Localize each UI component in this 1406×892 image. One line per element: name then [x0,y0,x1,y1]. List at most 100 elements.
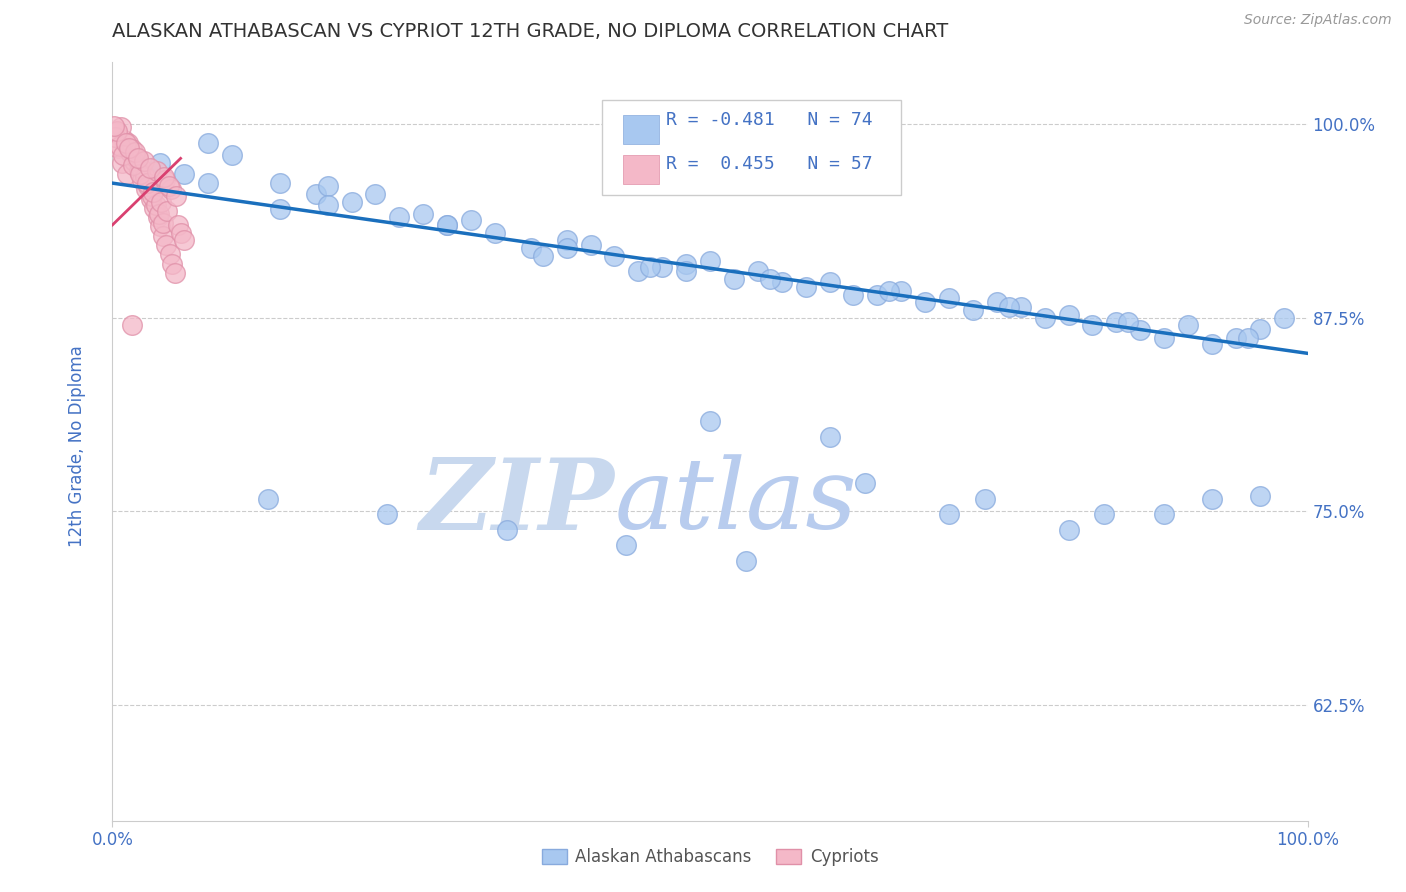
Point [141,188,163,202]
Point [105,125,128,139]
Point [110,120,132,135]
Point [143,201,166,215]
Point [555,241,578,255]
Point [145,198,167,212]
Point [855,476,877,491]
Point [305,186,328,201]
Point [122,154,145,169]
Point [842,287,865,301]
Point [165,188,187,202]
Point [794,280,817,294]
Point [436,218,458,232]
Point [167,218,190,232]
Point [149,219,172,234]
Point [162,257,183,271]
Point [616,538,638,552]
Point [1153,508,1175,522]
Point [118,140,141,154]
Point [364,186,387,201]
Point [1081,318,1104,333]
Point [866,287,889,301]
Point [163,266,186,280]
Point [159,247,181,261]
Point [974,491,997,506]
Point [938,508,960,522]
Point [197,136,219,150]
Point [139,192,162,206]
Point [269,202,291,217]
Point [377,508,399,522]
Point [531,249,554,263]
Point [388,210,411,224]
Point [890,285,912,299]
Point [914,295,936,310]
Point [148,207,170,221]
Point [145,163,167,178]
Point [153,169,176,184]
Point [129,167,152,181]
Point [1129,323,1152,337]
Point [105,123,128,137]
Point [173,167,195,181]
Point [818,275,841,289]
Point [120,145,142,160]
Point [257,491,280,506]
Point [579,238,602,252]
Point [1094,508,1116,522]
Point [138,161,160,175]
Point [1057,523,1080,537]
Point [412,207,434,221]
Point [723,272,745,286]
Point [157,179,180,194]
Point [125,152,148,166]
Text: Source: ZipAtlas.com: Source: ZipAtlas.com [1244,13,1392,28]
Point [124,145,146,160]
Point [818,430,841,444]
Point [316,179,339,194]
Point [675,257,697,271]
Point [152,228,174,243]
Point [107,140,129,154]
Point [496,523,519,537]
Point [173,233,195,247]
Point [131,173,153,187]
Point [134,169,156,184]
Point [138,179,160,194]
Point [128,163,150,178]
Point [699,253,721,268]
Point [627,264,650,278]
Point [986,295,1008,310]
Point [555,233,578,247]
Text: ALASKAN ATHABASCAN VS CYPRIOT 12TH GRADE, NO DIPLOMA CORRELATION CHART: ALASKAN ATHABASCAN VS CYPRIOT 12TH GRADE… [112,22,949,41]
Point [747,264,769,278]
Point [520,241,543,255]
Point [759,272,782,286]
Point [121,157,143,171]
Text: R = -0.481   N = 74: R = -0.481 N = 74 [666,112,873,129]
Point [1201,491,1223,506]
Point [962,303,984,318]
Point [998,300,1021,314]
Text: ZIP: ZIP [419,454,614,550]
Text: 12th Grade, No Diploma: 12th Grade, No Diploma [69,345,86,547]
Point [640,260,662,274]
Point [1225,331,1247,345]
Point [460,213,482,227]
Point [1105,315,1128,329]
Point [112,148,135,162]
Point [111,156,134,170]
Point [1057,308,1080,322]
Point [153,173,176,187]
Point [770,275,793,289]
Point [155,238,177,252]
Bar [623,155,658,184]
Point [1118,315,1140,329]
Point [221,148,243,162]
Point [1033,310,1056,325]
Point [675,264,697,278]
Point [1153,331,1175,345]
Point [156,204,179,219]
Point [104,129,127,144]
Point [152,216,174,230]
Point [269,176,291,190]
